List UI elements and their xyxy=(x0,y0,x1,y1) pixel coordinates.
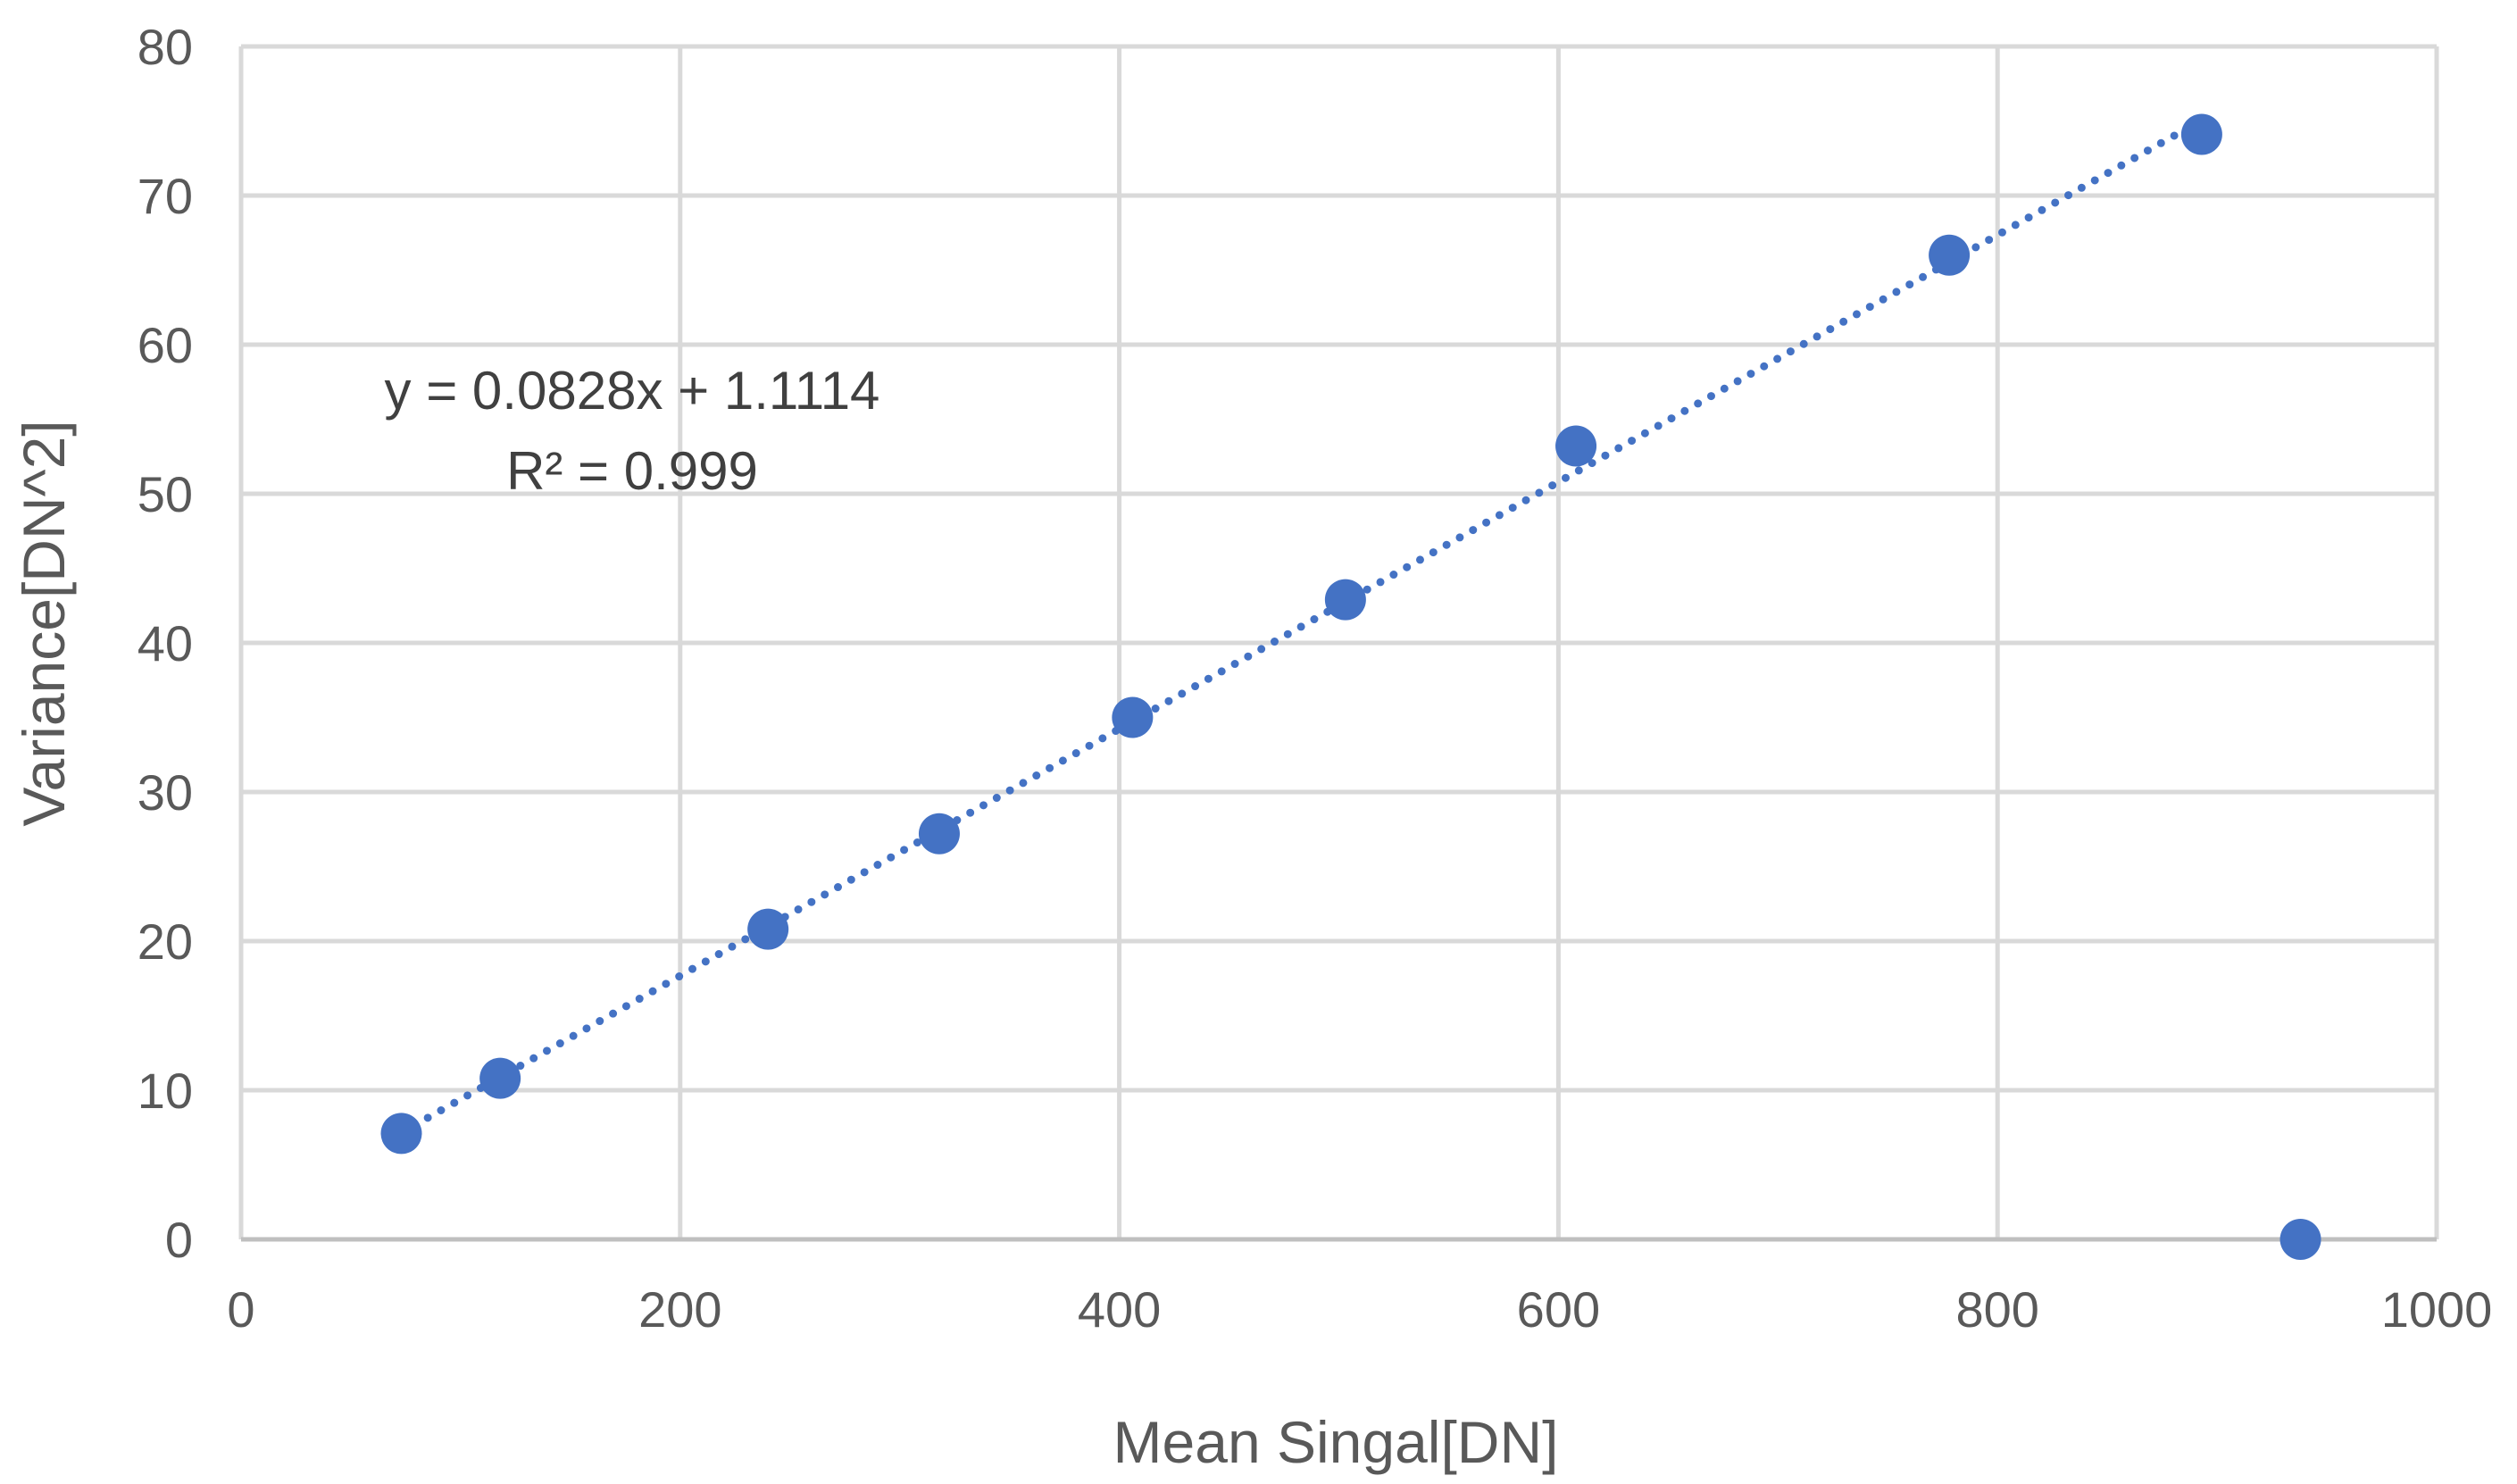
y-tick-label-50: 50 xyxy=(138,466,193,522)
data-point-5 xyxy=(1112,696,1154,738)
data-points xyxy=(380,113,2321,1260)
data-point-10 xyxy=(2279,1219,2321,1260)
gridlines xyxy=(238,44,2439,1239)
linear-trendline xyxy=(397,116,2206,1137)
data-point-3 xyxy=(747,908,789,950)
y-tick-label-60: 60 xyxy=(138,317,193,373)
data-point-8 xyxy=(1929,234,1971,276)
data-point-9 xyxy=(2180,113,2222,155)
data-point-6 xyxy=(1324,579,1366,621)
y-tick-label-20: 20 xyxy=(138,913,193,970)
y-tick-label-80: 80 xyxy=(138,19,193,75)
y-tick-label-0: 0 xyxy=(165,1212,193,1268)
trendline-group xyxy=(397,116,2206,1137)
x-tick-label-400: 400 xyxy=(1078,1281,1161,1338)
y-tick-label-30: 30 xyxy=(138,764,193,821)
trendline-r2-label: R² = 0.999 xyxy=(506,441,758,501)
data-point-7 xyxy=(1555,425,1597,467)
x-axis-title: Mean Singal[DN] xyxy=(1113,1409,1559,1475)
y-axis-title: Variance[DN^2] xyxy=(11,420,77,826)
x-tick-label-1000: 1000 xyxy=(2381,1281,2493,1338)
data-point-1 xyxy=(380,1113,422,1155)
y-tick-label-70: 70 xyxy=(138,168,193,224)
data-point-4 xyxy=(918,813,960,855)
x-tick-label-800: 800 xyxy=(1955,1281,2038,1338)
x-tick-label-200: 200 xyxy=(638,1281,721,1338)
y-tick-label-40: 40 xyxy=(138,615,193,671)
y-tick-label-10: 10 xyxy=(138,1063,193,1119)
x-tick-label-0: 0 xyxy=(227,1281,254,1338)
trendline-equation-label: y = 0.0828x + 1.1114 xyxy=(385,361,880,421)
data-point-2 xyxy=(479,1057,521,1099)
x-tick-label-600: 600 xyxy=(1517,1281,1600,1338)
